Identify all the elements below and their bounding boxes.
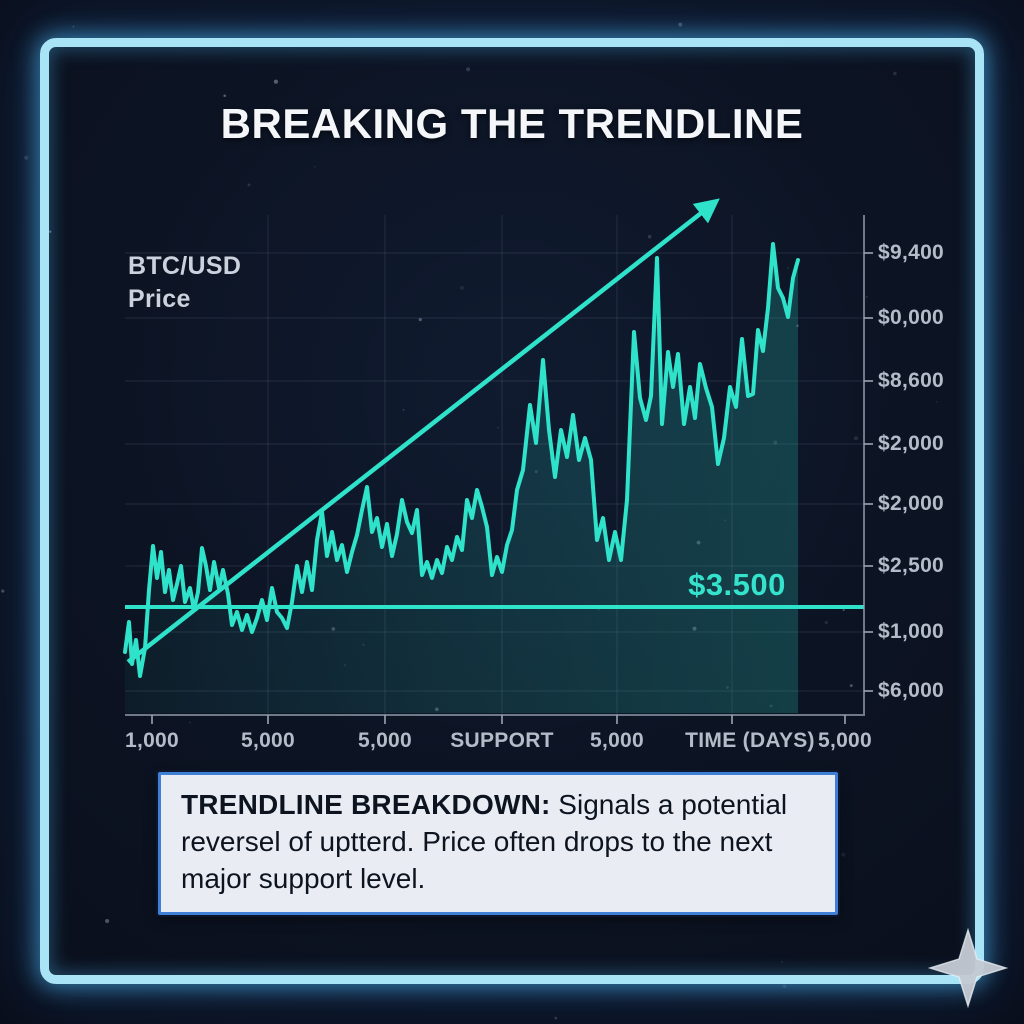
support-price-label: $3.500 <box>688 567 786 602</box>
y-axis-tick-label-0: $9,400 <box>878 241 945 264</box>
x-axis-tick-label-6: 5,000 <box>817 729 873 752</box>
y-axis-tick-label-5: $2,500 <box>878 554 945 577</box>
series-label-line2: Price <box>128 285 191 313</box>
y-axis-tick-label-2: $8,600 <box>878 369 945 392</box>
x-axis-tick-label-0: 1,000 <box>124 729 180 752</box>
y-axis-tick-label-7: $6,000 <box>878 679 945 702</box>
x-axis-tick-label-4: 5,000 <box>589 729 645 752</box>
callout-heading: TRENDLINE BREAKDOWN: <box>181 789 551 820</box>
x-axis-tick-label-3: SUPPORT <box>450 729 554 752</box>
series-label-line1: BTC/USD <box>128 252 242 280</box>
series-label: BTC/USD Price <box>128 250 241 316</box>
y-axis-tick-label-3: $2,000 <box>878 432 945 455</box>
y-axis-tick-label-1: $0,000 <box>878 306 945 329</box>
y-axis-tick-label-6: $1,000 <box>878 620 945 643</box>
x-axis-tick-label-2: 5,000 <box>357 729 413 752</box>
x-axis-tick-label-1: 5,000 <box>240 729 296 752</box>
callout-body: Signals a potential reversel of uptterd.… <box>181 789 788 894</box>
sparkle-icon <box>927 927 1009 1009</box>
page-title: BREAKING THE TRENDLINE <box>220 100 804 147</box>
y-axis-tick-label-4: $2,000 <box>878 492 945 515</box>
callout-box: TRENDLINE BREAKDOWN: Signals a potential… <box>158 772 838 915</box>
x-axis-tick-label-5: TIME (DAYS) <box>685 729 815 752</box>
